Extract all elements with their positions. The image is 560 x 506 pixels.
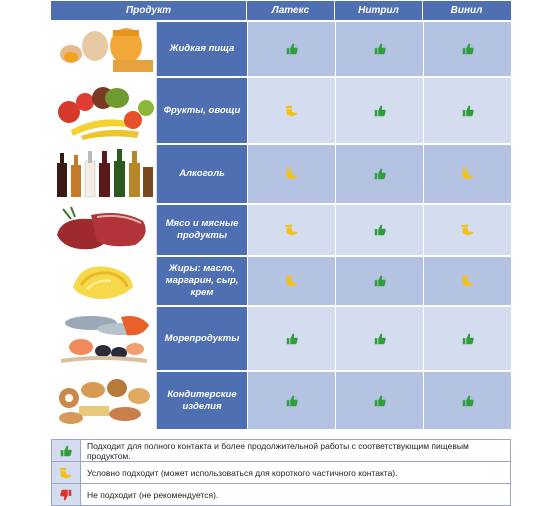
legend-row-unsuitable: Не подходит (не рекомендуется). — [52, 483, 510, 505]
conditional-thumb-icon — [285, 167, 299, 181]
header-product: Продукт — [125, 5, 172, 16]
table-row: Кондитерские изделия — [51, 370, 511, 429]
row-name: Жиры: масло, маргарин, сыр, крем — [157, 257, 247, 305]
table-row: Алкоголь — [51, 143, 511, 203]
suitable-thumb-icon — [461, 42, 475, 56]
row-name: Кондитерские изделия — [157, 372, 247, 429]
conditional-thumb-icon — [285, 223, 299, 237]
fruits-vegetables-image — [51, 78, 157, 143]
cell-nitrile — [335, 257, 423, 305]
header-vinyl: Винил — [422, 1, 510, 20]
legend-text: Не подходит (не рекомендуется). — [87, 489, 219, 500]
suitable-thumb-icon — [373, 394, 387, 408]
row-name: Жидкая пища — [157, 22, 247, 76]
row-name: Фрукты, овощи — [157, 78, 247, 143]
table-row: Фрукты, овощи — [51, 76, 511, 143]
suitable-thumb-icon — [285, 42, 299, 56]
bottles-image — [51, 145, 157, 203]
conditional-thumb-icon — [285, 104, 299, 118]
table-row: Жидкая пища — [51, 20, 511, 76]
meat-image — [51, 205, 157, 255]
table-header: Продукт Латекс Нитрил Винил — [51, 1, 511, 20]
table-row: Морепродукты — [51, 305, 511, 370]
suitable-thumb-icon — [461, 104, 475, 118]
cell-nitrile — [335, 307, 423, 370]
conditional-thumb-icon — [461, 274, 475, 288]
cell-vinyl — [423, 22, 511, 76]
suitable-thumb-icon — [461, 332, 475, 346]
compatibility-table: Продукт Латекс Нитрил Винил Жидкая пища — [51, 1, 511, 429]
cell-latex — [247, 372, 335, 429]
cell-nitrile — [335, 372, 423, 429]
conditional-thumb-icon — [461, 167, 475, 181]
cell-nitrile — [335, 78, 423, 143]
cell-latex — [247, 22, 335, 76]
legend-text: Подходит для полного контакта и более пр… — [87, 440, 469, 461]
row-name: Морепродукты — [157, 307, 247, 370]
cell-vinyl — [423, 257, 511, 305]
header-nitrile: Нитрил — [334, 1, 422, 20]
row-name: Мясо и мясные продукты — [157, 205, 247, 255]
seafood-image — [51, 307, 157, 370]
legend-row-conditional: Условно подходит (может использоваться д… — [52, 461, 510, 483]
table-row: Мясо и мясные продукты — [51, 203, 511, 255]
conditional-thumb-icon — [59, 466, 73, 480]
cell-latex — [247, 78, 335, 143]
cell-vinyl — [423, 307, 511, 370]
legend-row-suitable: Подходит для полного контакта и более пр… — [52, 440, 510, 461]
conditional-thumb-icon — [285, 274, 299, 288]
cell-vinyl — [423, 145, 511, 203]
cell-nitrile — [335, 145, 423, 203]
cell-vinyl — [423, 372, 511, 429]
table-row: Жиры: масло, маргарин, сыр, крем — [51, 255, 511, 305]
unsuitable-thumb-icon — [59, 488, 73, 502]
suitable-thumb-icon — [373, 223, 387, 237]
suitable-thumb-icon — [285, 394, 299, 408]
suitable-thumb-icon — [373, 42, 387, 56]
cell-nitrile — [335, 22, 423, 76]
cell-vinyl — [423, 205, 511, 255]
suitable-thumb-icon — [285, 332, 299, 346]
row-name: Алкоголь — [157, 145, 247, 203]
pastry-image — [51, 372, 157, 429]
cell-latex — [247, 145, 335, 203]
cell-nitrile — [335, 205, 423, 255]
cell-vinyl — [423, 78, 511, 143]
legend-text: Условно подходит (может использоваться д… — [87, 467, 398, 478]
suitable-thumb-icon — [373, 104, 387, 118]
cell-latex — [247, 205, 335, 255]
suitable-thumb-icon — [373, 167, 387, 181]
header-latex: Латекс — [246, 1, 334, 20]
eggs-honey-image — [51, 22, 157, 76]
cell-latex — [247, 257, 335, 305]
suitable-thumb-icon — [461, 394, 475, 408]
suitable-thumb-icon — [373, 274, 387, 288]
cell-latex — [247, 307, 335, 370]
conditional-thumb-icon — [461, 223, 475, 237]
suitable-thumb-icon — [59, 444, 73, 458]
legend: Подходит для полного контакта и более пр… — [51, 439, 511, 506]
suitable-thumb-icon — [373, 332, 387, 346]
butter-image — [51, 257, 157, 305]
